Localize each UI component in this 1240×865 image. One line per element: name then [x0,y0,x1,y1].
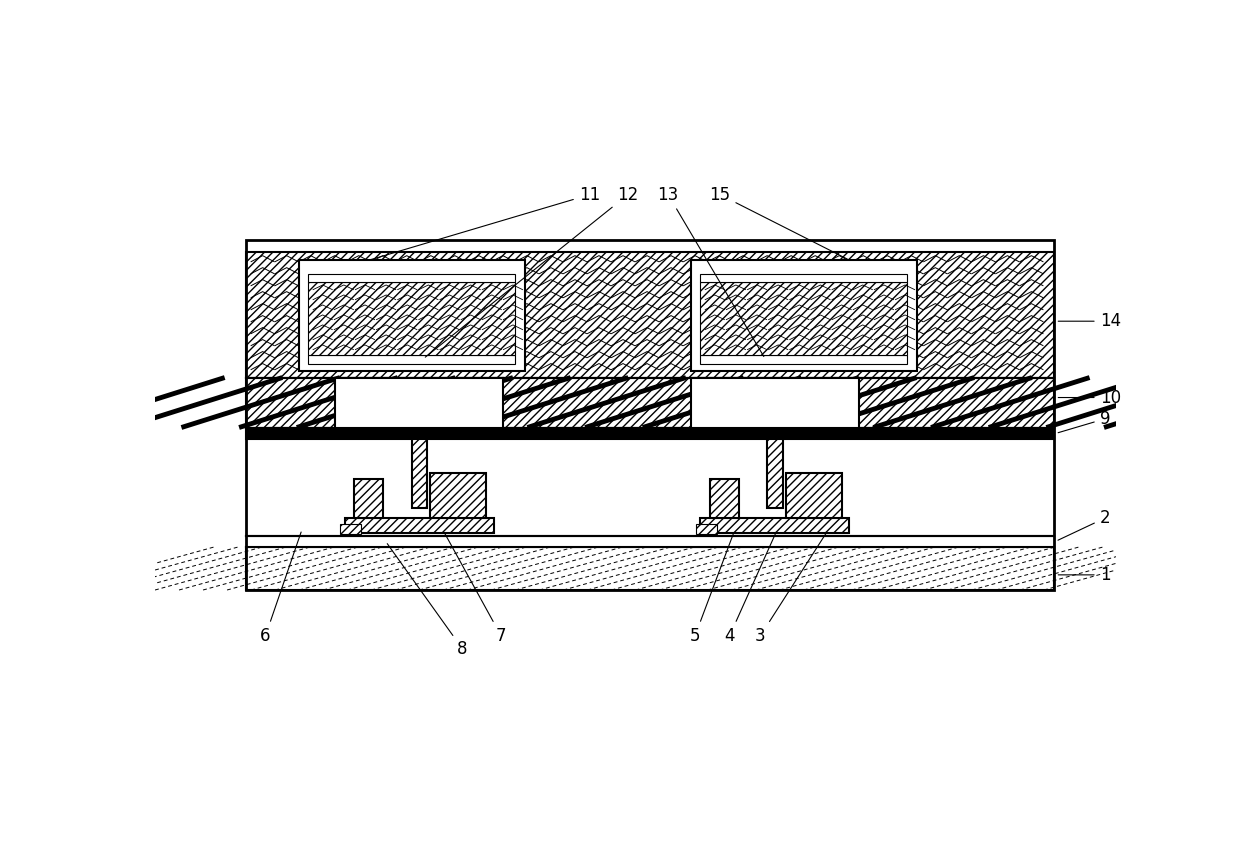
Bar [309,282,515,355]
Bar [247,536,1054,547]
Bar [412,439,427,508]
Bar [701,355,906,364]
Bar [786,473,842,518]
Bar [696,524,717,534]
Bar [299,260,525,371]
Bar [247,439,1054,536]
Text: 10: 10 [1058,388,1121,407]
Text: 15: 15 [709,186,847,260]
Bar [701,282,906,355]
Text: 4: 4 [724,534,776,644]
Bar [345,518,494,533]
Text: 1: 1 [1058,566,1110,584]
Text: 9: 9 [1058,410,1110,432]
Bar [691,260,916,371]
Bar [701,518,849,533]
Text: 3: 3 [755,533,826,644]
Bar [430,473,486,518]
Bar [247,253,1054,377]
Text: 14: 14 [1058,312,1121,330]
Text: 8: 8 [387,544,467,658]
Bar [335,377,503,427]
Text: 13: 13 [657,186,764,356]
Text: 12: 12 [425,186,639,357]
Bar [701,273,906,282]
Bar [768,439,782,508]
Text: 11: 11 [371,186,600,260]
Text: 6: 6 [260,532,301,644]
Text: 7: 7 [445,533,506,644]
Bar [247,240,1054,590]
Bar [691,377,859,427]
Bar [247,377,1054,427]
Bar [355,479,383,518]
Bar [309,355,515,364]
Text: 5: 5 [689,534,734,644]
Text: 2: 2 [1058,509,1110,541]
Bar [340,524,361,534]
Bar [309,273,515,282]
Bar [247,547,1054,590]
Bar [247,427,1054,439]
Bar [711,479,739,518]
